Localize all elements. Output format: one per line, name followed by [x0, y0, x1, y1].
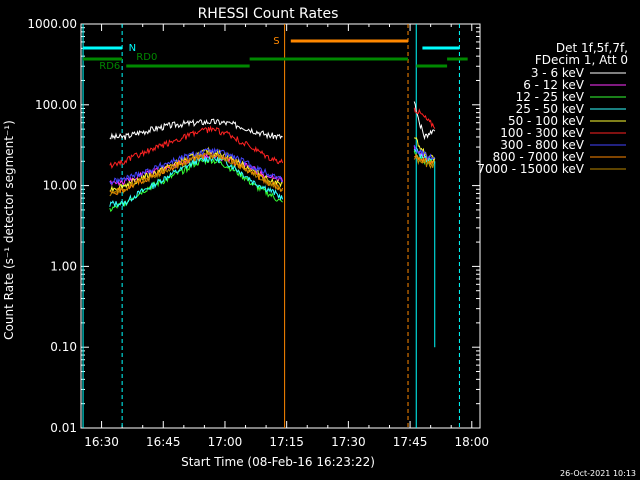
series-line: [109, 118, 283, 141]
series-line: [413, 146, 435, 163]
legend: Det 1f,5f,7f, FDecim 1, Att 0 3 - 6 keV6…: [477, 41, 628, 176]
legend-label: 3 - 6 keV: [531, 66, 585, 80]
y-tick-label: 1.00: [50, 259, 77, 273]
y-tick-label: 0.01: [50, 421, 77, 435]
plot-frame: [80, 23, 481, 429]
y-axis-label: Count Rate (s⁻¹ detector segment⁻¹): [2, 120, 16, 340]
series-line: [413, 153, 436, 166]
legend-label: 100 - 300 keV: [500, 126, 584, 140]
legend-label: 12 - 25 keV: [516, 90, 585, 104]
series-line: [413, 137, 436, 163]
x-axis-label: Start Time (08-Feb-16 16:23:22): [181, 455, 375, 469]
series-line: [109, 157, 283, 213]
series-line: [413, 107, 436, 129]
legend-label: 7000 - 15000 keV: [477, 162, 584, 176]
x-tick-label: 16:30: [84, 435, 119, 449]
y-tick-label: 10.00: [43, 179, 77, 193]
series-line: [413, 101, 436, 141]
x-tick-label: 16:45: [146, 435, 181, 449]
legend-header-2: FDecim 1, Att 0: [535, 53, 628, 67]
state-label: N: [129, 43, 136, 54]
x-tick-label: 17:30: [331, 435, 366, 449]
chart-title: RHESSI Count Rates: [198, 6, 339, 22]
y-tick-label: 100.00: [35, 98, 77, 112]
series-line: [109, 154, 284, 208]
x-tick-label: 18:00: [454, 435, 489, 449]
series-line: [109, 125, 284, 170]
series-line: [109, 147, 283, 185]
state-label: RD6: [99, 61, 120, 72]
legend-label: 50 - 100 keV: [508, 114, 585, 128]
y-tick-label: 0.10: [50, 340, 77, 354]
legend-header-1: Det 1f,5f,7f,: [556, 41, 628, 55]
x-tick-label: 17:00: [208, 435, 243, 449]
x-tick-label: 17:45: [393, 435, 428, 449]
plot-area: 16:30 16:45 17:00 17:15 17:30 17:45 18:00 0.01 0…: [27, 17, 489, 449]
state-label: RD0: [136, 52, 157, 63]
legend-label: 800 - 7000 keV: [493, 150, 585, 164]
legend-label: 6 - 12 keV: [523, 78, 585, 92]
y-tick-label: 1000.00: [27, 17, 77, 31]
legend-label: 25 - 50 keV: [516, 102, 585, 116]
state-label: S: [273, 36, 279, 47]
series-line: [109, 152, 283, 197]
x-tick-label: 17:15: [269, 435, 304, 449]
series-line: [413, 156, 436, 169]
timestamp: 26-Oct-2021 10:13: [560, 469, 636, 478]
legend-label: 300 - 800 keV: [500, 138, 584, 152]
series-line: [413, 144, 436, 162]
